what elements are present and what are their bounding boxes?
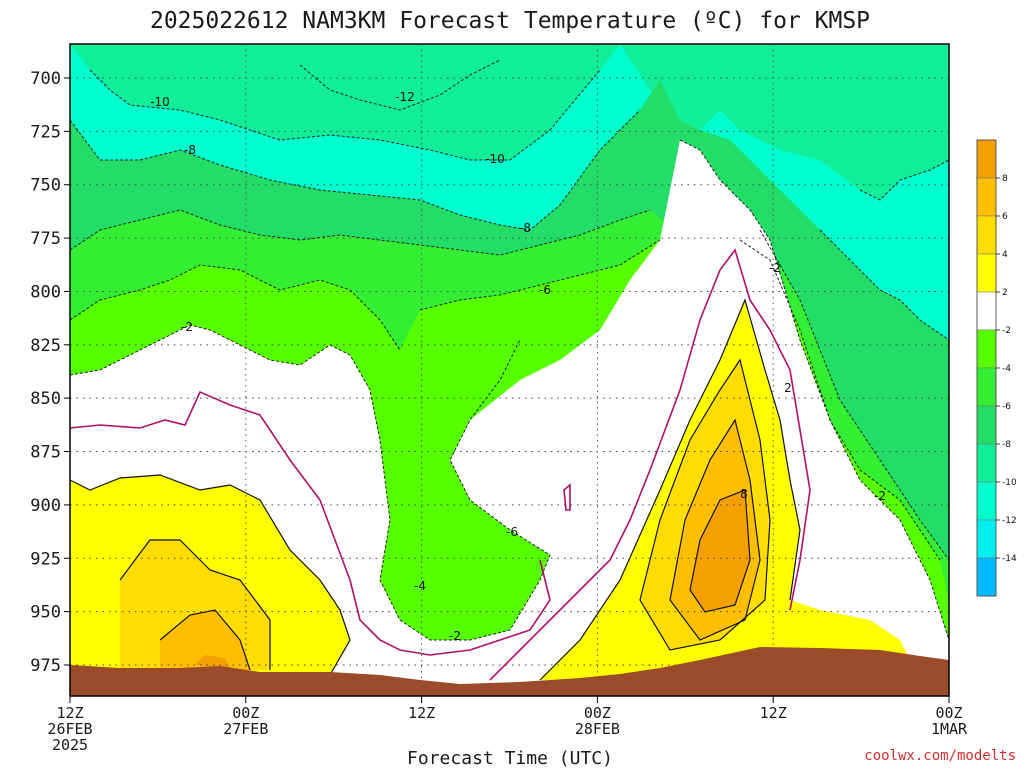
x-tick-label: 26FEB xyxy=(47,720,92,738)
contours-negative xyxy=(70,59,949,641)
terrain xyxy=(70,647,949,696)
x-tick-label: 00Z xyxy=(232,704,259,722)
x-tick-label: 12Z xyxy=(56,704,83,722)
colorbar-bin xyxy=(976,139,997,179)
y-tick-label: 925 xyxy=(30,549,61,569)
colorbar-label: -4 xyxy=(1002,364,1011,374)
y-tick-label: 875 xyxy=(30,443,61,463)
grid xyxy=(70,44,949,696)
colorbar-bin xyxy=(976,443,997,483)
colorbar-bin xyxy=(976,215,997,255)
colorbar-label: 4 xyxy=(1002,250,1008,260)
contour-label: 8 xyxy=(740,487,748,501)
x-tick-label: 1MAR xyxy=(931,720,968,738)
colorbar-bin xyxy=(976,481,997,521)
contour-label: -2 xyxy=(769,261,781,275)
x-tick-label: 12Z xyxy=(760,704,787,722)
chart-title: 2025022612 NAM3KM Forecast Temperature (… xyxy=(150,8,870,34)
colorbar-bin xyxy=(976,329,997,369)
y-tick-label: 900 xyxy=(30,496,61,516)
y-tick-label: 800 xyxy=(30,282,61,302)
contour-label: -4 xyxy=(414,579,426,593)
x-tick-label: 2025 xyxy=(52,736,88,754)
colorbar-label: 6 xyxy=(1002,212,1008,222)
x-tick-label: 12Z xyxy=(408,704,435,722)
contour-label: -2 xyxy=(449,629,461,643)
contour-label: -10 xyxy=(485,152,505,166)
x-tick-label: 00Z xyxy=(935,704,962,722)
x-axis-title: Forecast Time (UTC) xyxy=(407,748,613,768)
y-tick-label: 725 xyxy=(30,122,61,142)
colorbar-bin xyxy=(976,519,997,559)
y-tick-label: 775 xyxy=(30,229,61,249)
band-plus8 xyxy=(690,490,750,612)
colorbar-bin xyxy=(976,557,997,597)
colorbar-bin xyxy=(976,291,997,331)
contour-label: -6 xyxy=(506,525,518,539)
contour-label: -8 xyxy=(519,221,531,235)
colorbar-label: -8 xyxy=(1002,440,1011,450)
contours-positive xyxy=(70,298,801,681)
plot-frame xyxy=(69,43,950,697)
band-minus4-tongue xyxy=(370,300,550,640)
y-tick-label: 700 xyxy=(30,69,61,89)
contour-label: -12 xyxy=(395,90,415,104)
colorbar-bin xyxy=(976,367,997,407)
colorbar-label: -12 xyxy=(1002,516,1017,526)
colorbar-label: -10 xyxy=(1002,478,1017,488)
band-minus10b xyxy=(620,44,949,200)
colorbar-bin xyxy=(976,405,997,445)
contour-label: -2 xyxy=(181,320,193,334)
contour-label: -8 xyxy=(184,143,196,157)
plot-area xyxy=(70,44,949,696)
contour-label: 2 xyxy=(784,381,792,395)
y-axis: 700 725 750 775 800 825 850 875 900 925 950 975 xyxy=(30,69,70,676)
credit-link[interactable]: coolwx.com/modelts xyxy=(864,748,1016,764)
x-tick-label: 28FEB xyxy=(575,720,620,738)
y-tick-label: 850 xyxy=(30,389,61,409)
y-tick-label: 975 xyxy=(30,656,61,676)
colorbar-label: 2 xyxy=(1002,288,1008,298)
y-tick-label: 825 xyxy=(30,336,61,356)
x-tick-label: 00Z xyxy=(584,704,611,722)
contour-labels: -12 -10 -10 -8 -8 -6 -2 -2 -2 -4 -6 -2 2 8 xyxy=(150,90,886,643)
band-plus8b xyxy=(195,655,230,668)
contour-label: -2 xyxy=(874,489,886,503)
colorbar: 8 6 4 2 -2 -4 -6 -8 -10 -12 -14 xyxy=(976,139,1017,597)
x-tick-label: 27FEB xyxy=(223,720,268,738)
band-minus10 xyxy=(70,44,620,160)
y-tick-label: 950 xyxy=(30,603,61,623)
colorbar-label: -2 xyxy=(1002,326,1011,336)
colorbar-label: -14 xyxy=(1002,554,1017,564)
colorbar-label: -6 xyxy=(1002,402,1011,412)
colorbar-label: 8 xyxy=(1002,174,1008,184)
contour-label: -10 xyxy=(150,95,170,109)
colorbar-bin xyxy=(976,177,997,217)
freezing-contour xyxy=(70,248,811,681)
colorbar-bin xyxy=(976,253,997,293)
contour-label: -6 xyxy=(539,283,551,297)
y-tick-label: 750 xyxy=(30,176,61,196)
